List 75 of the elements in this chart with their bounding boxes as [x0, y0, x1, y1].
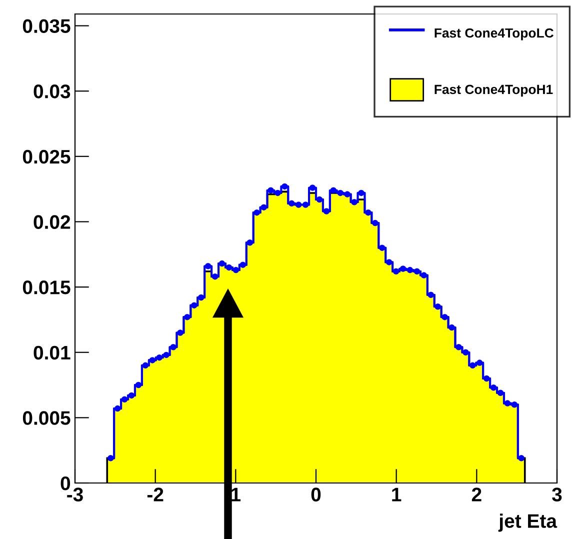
point	[226, 264, 232, 271]
x-tick-label: 1	[392, 488, 402, 502]
point	[497, 390, 504, 396]
y-tick-label: 0.03	[34, 84, 70, 98]
point	[420, 272, 428, 278]
point	[414, 268, 420, 274]
point	[240, 262, 246, 268]
point	[358, 190, 364, 196]
point	[191, 302, 198, 308]
point	[142, 362, 149, 369]
point	[184, 314, 190, 320]
point	[170, 344, 176, 350]
point	[365, 209, 372, 216]
point	[254, 209, 260, 216]
point	[518, 455, 525, 462]
x-tick-label: 3	[552, 488, 562, 502]
point	[434, 304, 441, 310]
point	[135, 382, 142, 388]
point	[316, 196, 323, 203]
point	[379, 244, 386, 251]
y-tick-label: 0.035	[22, 19, 70, 34]
y-tick-label: 0.01	[34, 346, 70, 360]
point	[386, 259, 392, 266]
x-tick-label: 0	[311, 488, 321, 502]
point	[114, 405, 121, 412]
point	[344, 191, 350, 198]
point	[121, 396, 128, 403]
y-tick-label: 0.02	[34, 215, 70, 229]
x-tick-label: -2	[147, 488, 164, 502]
point	[198, 294, 204, 301]
point	[218, 260, 226, 267]
point	[511, 401, 518, 408]
point	[268, 187, 274, 194]
point	[392, 268, 400, 274]
x-axis-title: jet Eta	[498, 514, 558, 532]
point	[232, 266, 240, 274]
point	[274, 190, 281, 196]
point	[351, 198, 358, 206]
point	[260, 204, 267, 210]
legend-label: Fast Cone4TopoLC	[434, 28, 554, 40]
point	[456, 344, 462, 350]
point	[212, 273, 218, 280]
point	[246, 239, 253, 246]
point	[128, 392, 135, 399]
point	[177, 330, 184, 336]
legend-label: Fast Cone4TopoH1	[434, 84, 553, 97]
point	[309, 184, 316, 191]
point	[282, 183, 288, 190]
point	[288, 200, 295, 207]
point	[107, 455, 114, 462]
point	[428, 292, 434, 298]
point	[470, 362, 476, 369]
point	[490, 384, 497, 391]
point	[400, 266, 406, 272]
y-tick-label: 0.005	[22, 411, 70, 425]
point	[483, 375, 490, 382]
point	[406, 266, 414, 274]
point	[323, 208, 330, 214]
point	[448, 324, 455, 331]
point	[372, 220, 378, 226]
point	[462, 349, 469, 356]
x-tick-label: 2	[472, 488, 482, 502]
point	[330, 187, 337, 194]
point	[302, 202, 309, 208]
point	[295, 202, 302, 208]
point	[204, 263, 212, 270]
point	[337, 190, 344, 196]
point	[476, 360, 483, 366]
y-tick-label: 0.025	[22, 150, 70, 164]
point	[156, 354, 162, 361]
point	[442, 314, 448, 320]
point	[504, 400, 511, 406]
point	[149, 357, 156, 364]
y-tick-label: 0.015	[22, 280, 70, 294]
point	[163, 352, 170, 358]
